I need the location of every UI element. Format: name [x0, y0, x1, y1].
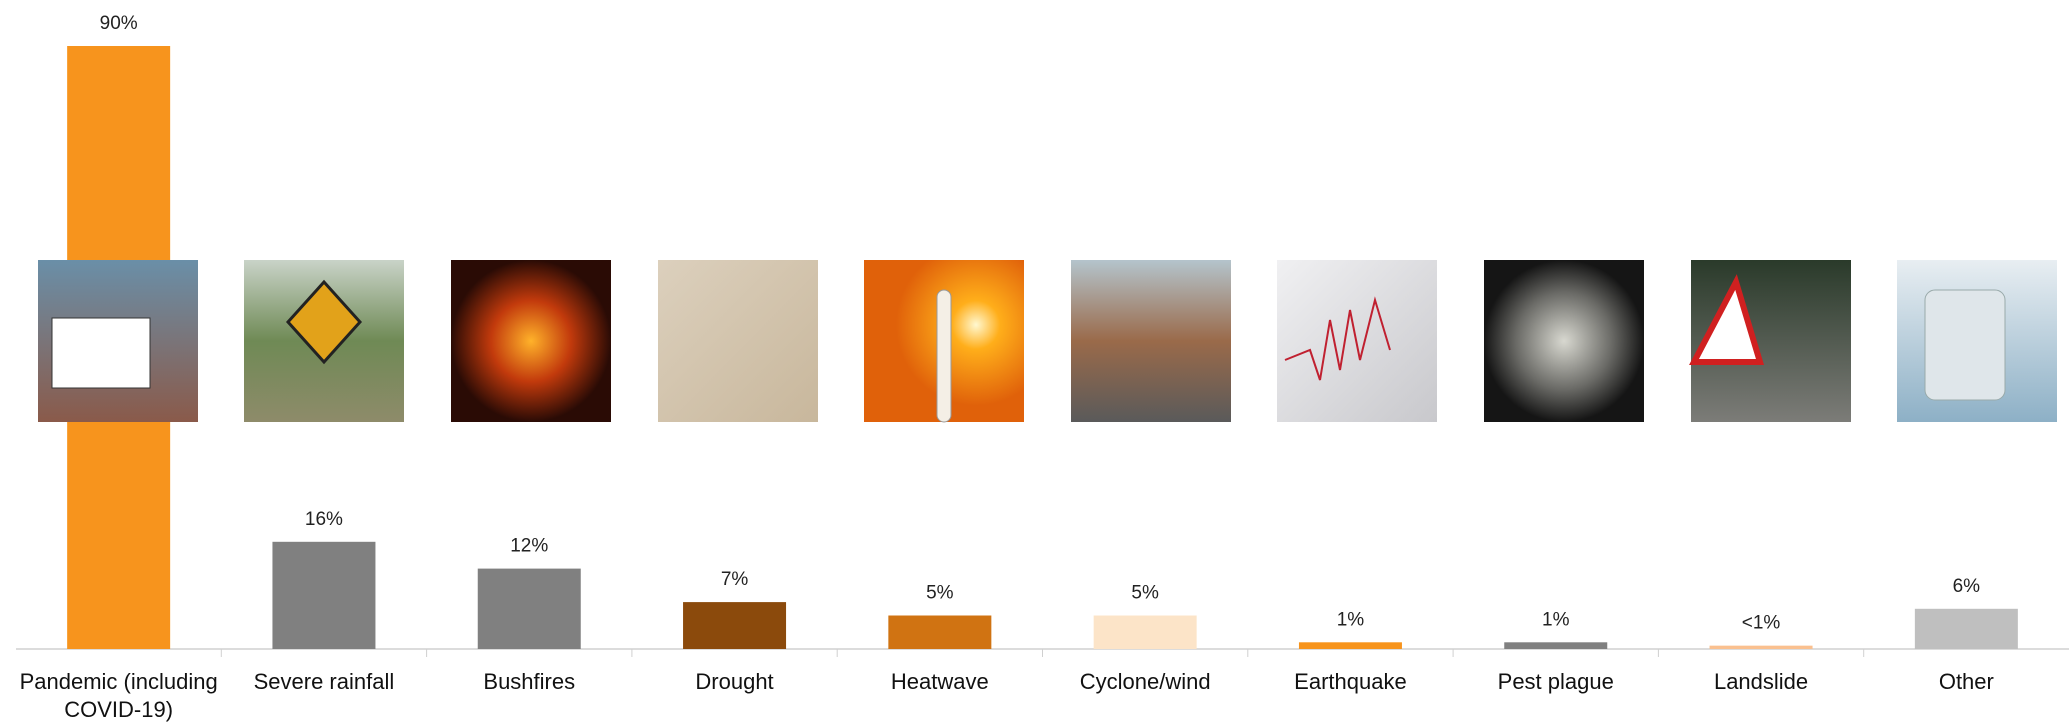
photo-sign	[51, 317, 151, 389]
bar	[1093, 615, 1197, 649]
value-label: 1%	[1542, 609, 1570, 630]
x-tick-label: Drought	[695, 669, 774, 694]
value-label: <1%	[1742, 613, 1781, 634]
bar	[1709, 645, 1813, 649]
photo	[658, 260, 818, 422]
value-label: 5%	[1131, 583, 1159, 604]
value-label: 90%	[100, 13, 138, 34]
bar	[888, 615, 992, 649]
x-tick-label: Cyclone/wind	[1079, 669, 1211, 694]
value-label: 16%	[305, 509, 343, 530]
bar	[1504, 642, 1608, 649]
x-tick-label: Severe rainfall	[253, 669, 395, 694]
photo-seismograph	[1284, 296, 1391, 381]
bar	[1298, 642, 1402, 649]
value-label: 12%	[510, 536, 548, 557]
photo-jar	[1924, 289, 2006, 401]
value-label: 5%	[926, 583, 954, 604]
x-tick-label: Earthquake	[1294, 669, 1407, 694]
x-tick-label: Landslide	[1713, 669, 1809, 694]
photos	[38, 260, 2057, 423]
photo-sign	[285, 279, 363, 365]
photo	[451, 260, 611, 422]
photo-thermometer	[936, 289, 952, 423]
bar	[272, 541, 376, 649]
photo-sign	[1689, 274, 1765, 365]
x-tick-label: Pandemic (including COVID-19)	[19, 669, 218, 722]
value-label: 7%	[721, 569, 749, 590]
x-tick-label: Other	[1938, 669, 1994, 694]
value-label: 6%	[1953, 576, 1981, 597]
photo	[1484, 260, 1644, 422]
value-labels: 90% 16% 12% 7% 5% 5% 1% 1% <1% 6%	[100, 13, 1981, 634]
photo	[1071, 260, 1231, 422]
x-tick-label: Heatwave	[890, 669, 989, 694]
bar	[683, 602, 787, 649]
x-tick-label: Pest plague	[1497, 669, 1614, 694]
value-label: 1%	[1337, 609, 1365, 630]
x-tick-label: Bushfires	[483, 669, 576, 694]
bar	[477, 568, 581, 649]
bar	[1914, 608, 2018, 649]
